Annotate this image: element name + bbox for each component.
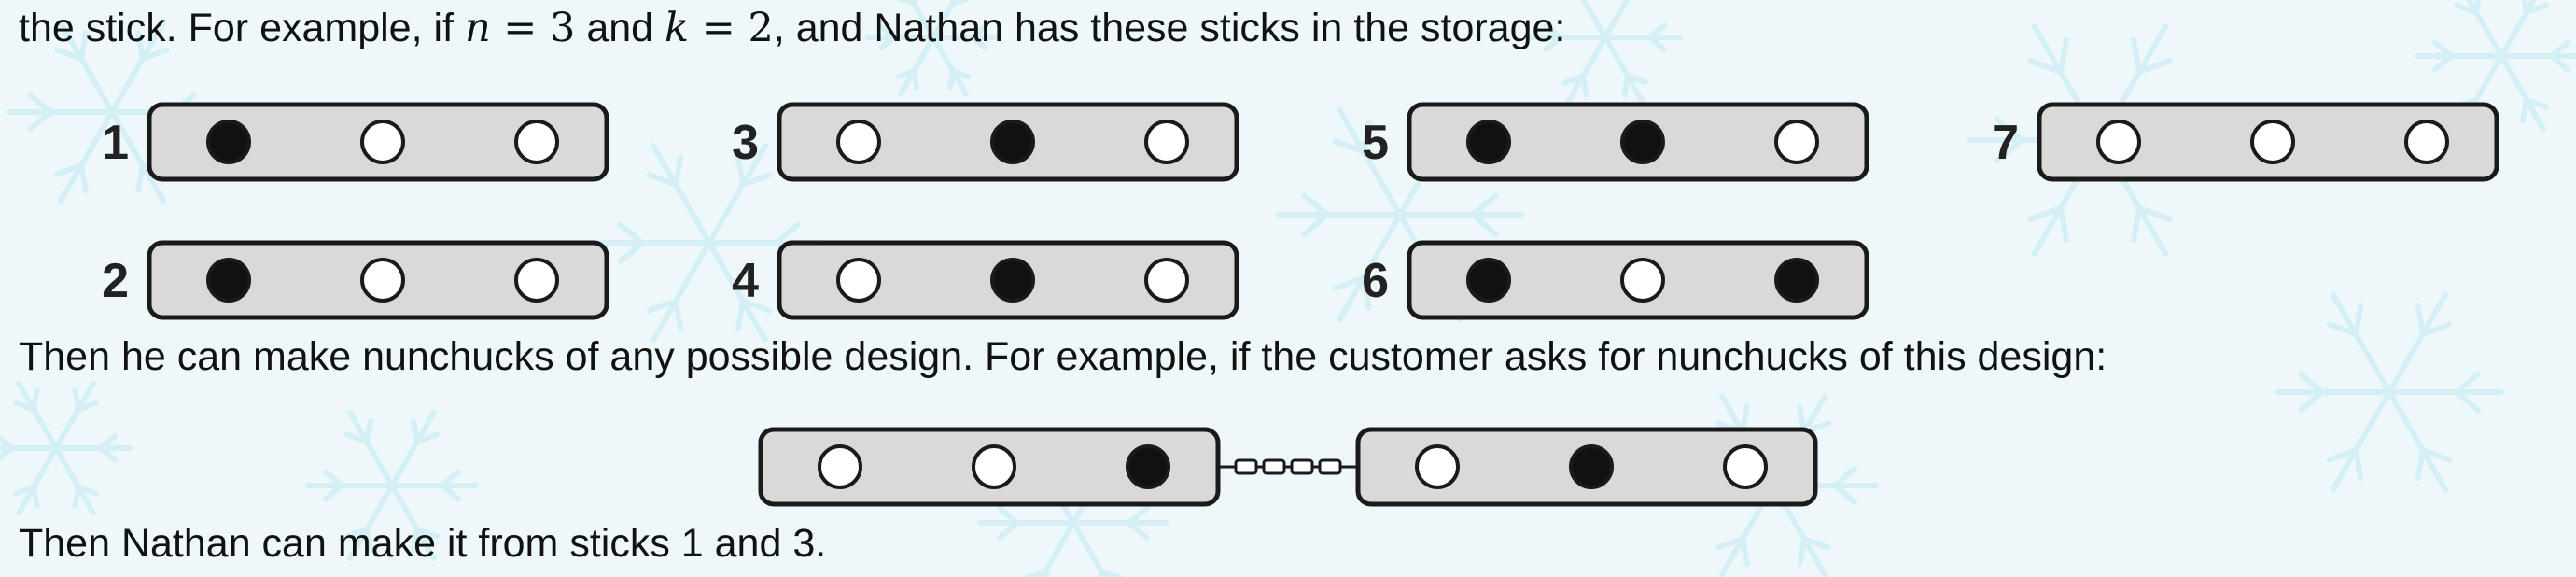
stick-number-label: 6	[1362, 254, 1389, 308]
empty-hole	[360, 258, 405, 303]
and-word: and	[575, 6, 665, 50]
filled-hole	[1569, 444, 1614, 489]
filled-hole	[990, 258, 1035, 303]
filled-hole	[1774, 258, 1819, 303]
empty-hole	[1620, 258, 1665, 303]
chain-link	[1262, 458, 1286, 475]
snowflake-icon	[2275, 292, 2504, 492]
empty-hole	[2404, 120, 2449, 164]
intro-suffix: , and Nathan has these sticks in the sto…	[773, 6, 1566, 50]
snowflake-icon	[0, 380, 133, 516]
conclusion-sentence: Then Nathan can make it from sticks 1 an…	[19, 521, 827, 566]
empty-hole	[1415, 444, 1460, 489]
math-equals: =	[490, 5, 551, 51]
math-equals: =	[689, 5, 749, 51]
empty-hole	[1144, 258, 1189, 303]
stick-number-label: 1	[102, 116, 129, 170]
stick-number-label: 5	[1362, 116, 1389, 170]
empty-hole	[1144, 120, 1189, 164]
empty-hole	[514, 120, 559, 164]
nunchuck-right-stick	[1355, 427, 1818, 507]
chain-link	[1234, 458, 1258, 475]
design-sentence: Then he can make nunchucks of any possib…	[19, 334, 2107, 379]
empty-hole	[818, 444, 862, 489]
stick-3	[777, 102, 1239, 182]
snowflake-icon	[305, 410, 479, 561]
empty-hole	[2096, 120, 2141, 164]
nunchuck-left-stick	[758, 427, 1221, 507]
empty-hole	[836, 258, 881, 303]
math-variable-n: n	[464, 5, 491, 51]
stick-number-label: 4	[732, 254, 759, 308]
empty-hole	[972, 444, 1016, 489]
filled-hole	[1126, 444, 1170, 489]
empty-hole	[2250, 120, 2295, 164]
nunchuck-chain	[1218, 458, 1358, 475]
empty-hole	[360, 120, 405, 164]
stick-7	[2037, 102, 2499, 182]
stick-4	[777, 240, 1239, 320]
snowflake-icon	[1528, 0, 1683, 106]
math-value-k: 2	[748, 5, 774, 51]
chain-link	[1318, 458, 1342, 475]
filled-hole	[1466, 258, 1511, 303]
intro-sentence: the stick. For example, if n = 3 and k =…	[19, 4, 1565, 52]
math-variable-k: k	[665, 5, 690, 51]
empty-hole	[1774, 120, 1819, 164]
stick-5	[1407, 102, 1869, 182]
snowflake-icon	[865, 0, 1001, 97]
filled-hole	[206, 258, 251, 303]
empty-hole	[1723, 444, 1768, 489]
math-value-n: 3	[550, 5, 576, 51]
empty-hole	[514, 258, 559, 303]
stick-2	[147, 240, 609, 320]
filled-hole	[206, 120, 251, 164]
filled-hole	[990, 120, 1035, 164]
stick-6	[1407, 240, 1869, 320]
stick-number-label: 7	[1992, 116, 2019, 170]
empty-hole	[836, 120, 881, 164]
intro-prefix: the stick. For example, if	[19, 6, 465, 50]
filled-hole	[1620, 120, 1665, 164]
chain-link	[1290, 458, 1314, 475]
stick-number-label: 2	[102, 254, 129, 308]
stick-number-label: 3	[732, 116, 759, 170]
filled-hole	[1466, 120, 1511, 164]
stick-1	[147, 102, 609, 182]
